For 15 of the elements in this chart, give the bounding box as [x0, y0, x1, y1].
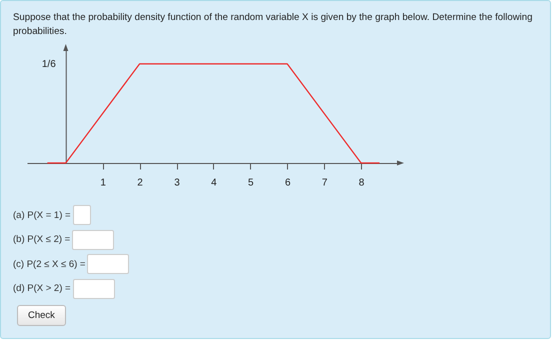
x-tick-label: 3 [174, 178, 180, 188]
x-tick-label: 1 [100, 178, 106, 188]
x-tick-label: 8 [358, 178, 365, 188]
button: Check [17, 305, 66, 326]
text: (a) P(X = 1) = [13, 210, 71, 221]
chart-title: Suppose that the probability density function of the random variable X is given by the graph below. Determine the following probabilities. [13, 11, 533, 39]
text: (c) P(2 ≤ X ≤ 6) = [13, 258, 86, 270]
annotation: 1/6 [42, 58, 56, 70]
x-tick-label: 7 [322, 178, 328, 188]
text: (d) P(X > 2) = [13, 283, 71, 294]
x-tick-label: 2 [137, 178, 144, 188]
text: (b) P(X ≤ 2) = [13, 234, 70, 246]
x-tick-label: 6 [284, 178, 291, 188]
x-tick-label: 4 [211, 178, 218, 188]
x-tick-label: 5 [248, 178, 254, 188]
